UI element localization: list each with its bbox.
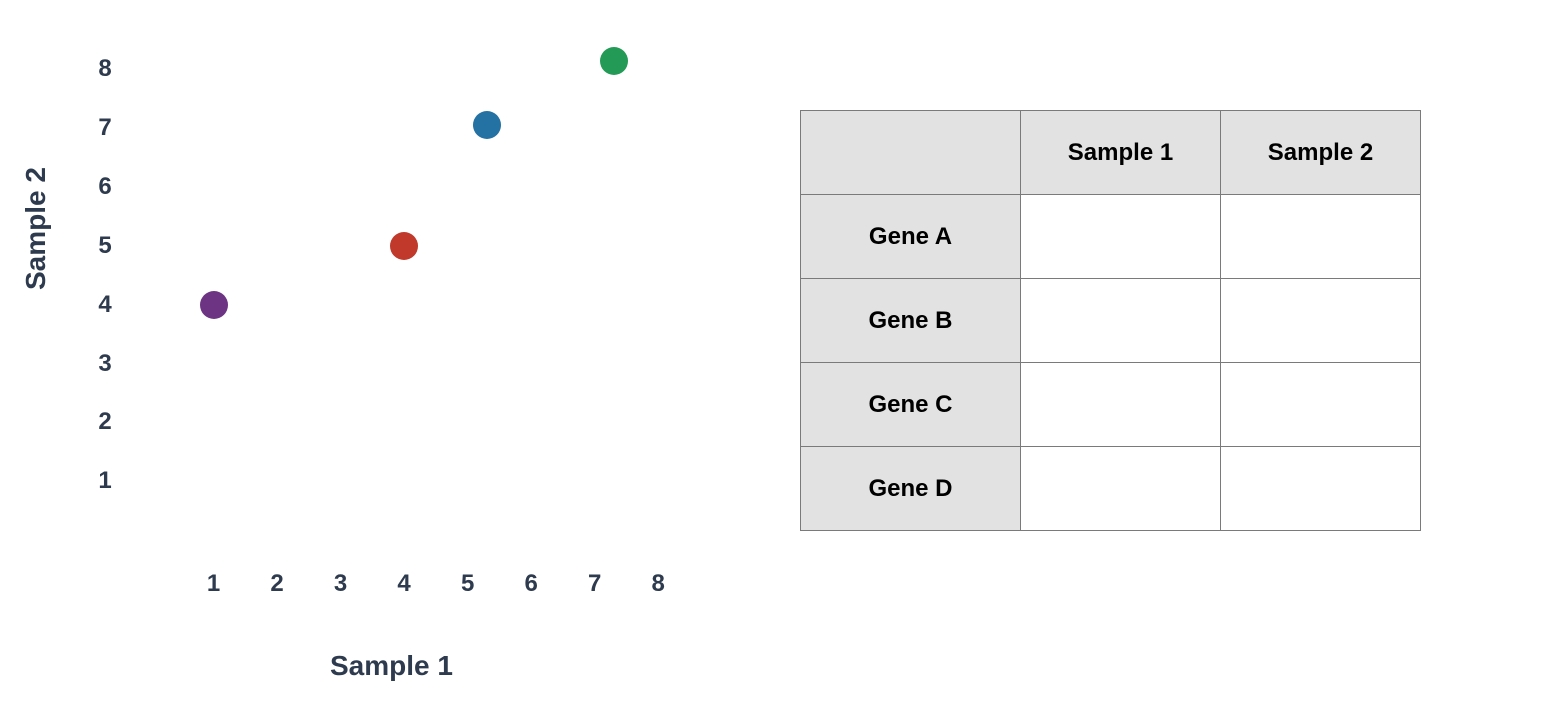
y-tick-label: 3 [90,350,120,378]
gene-table: Sample 1Sample 2 Gene AGene BGene CGene … [800,110,1421,531]
table-row-header: Gene B [801,279,1021,363]
scatter-point [600,47,628,75]
table-row: Gene D [801,447,1421,531]
y-tick-label: 8 [90,55,120,83]
scatter-point [473,111,501,139]
table-column-header: Sample 2 [1221,111,1421,195]
table-row-header: Gene D [801,447,1021,531]
table-column-header: Sample 1 [1021,111,1221,195]
x-tick-label: 6 [521,570,541,598]
scatter-point [200,291,228,319]
scatter-chart: Sample 2 Sample 1 1 2 3 4 5 6 7 8 1 2 3 4 5 6 7 8 [0,0,740,708]
scatter-point [390,232,418,260]
table-row-header: Gene A [801,195,1021,279]
x-tick-label: 3 [331,570,351,598]
table-cell [1221,363,1421,447]
y-tick-label: 6 [90,173,120,201]
table-row: Gene C [801,363,1421,447]
x-axis-label: Sample 1 [330,650,453,682]
x-tick-label: 1 [204,570,224,598]
x-tick-label: 5 [458,570,478,598]
table-cell [1221,447,1421,531]
y-tick-label: 5 [90,232,120,260]
x-tick-label: 4 [394,570,414,598]
table-cell [1221,195,1421,279]
table-cell [1021,447,1221,531]
plot-area [150,40,690,540]
table-row: Gene A [801,195,1421,279]
table-row: Gene B [801,279,1421,363]
table-cell [1021,363,1221,447]
x-tick-label: 2 [267,570,287,598]
y-axis-label: Sample 2 [20,167,52,290]
table-cell [1021,195,1221,279]
y-tick-label: 4 [90,291,120,319]
y-tick-label: 7 [90,114,120,142]
table-cell [1221,279,1421,363]
y-tick-label: 1 [90,467,120,495]
y-tick-label: 2 [90,408,120,436]
table-cell [1021,279,1221,363]
x-tick-label: 7 [585,570,605,598]
table-row-header: Gene C [801,363,1021,447]
x-tick-label: 8 [648,570,668,598]
table-corner-cell [801,111,1021,195]
